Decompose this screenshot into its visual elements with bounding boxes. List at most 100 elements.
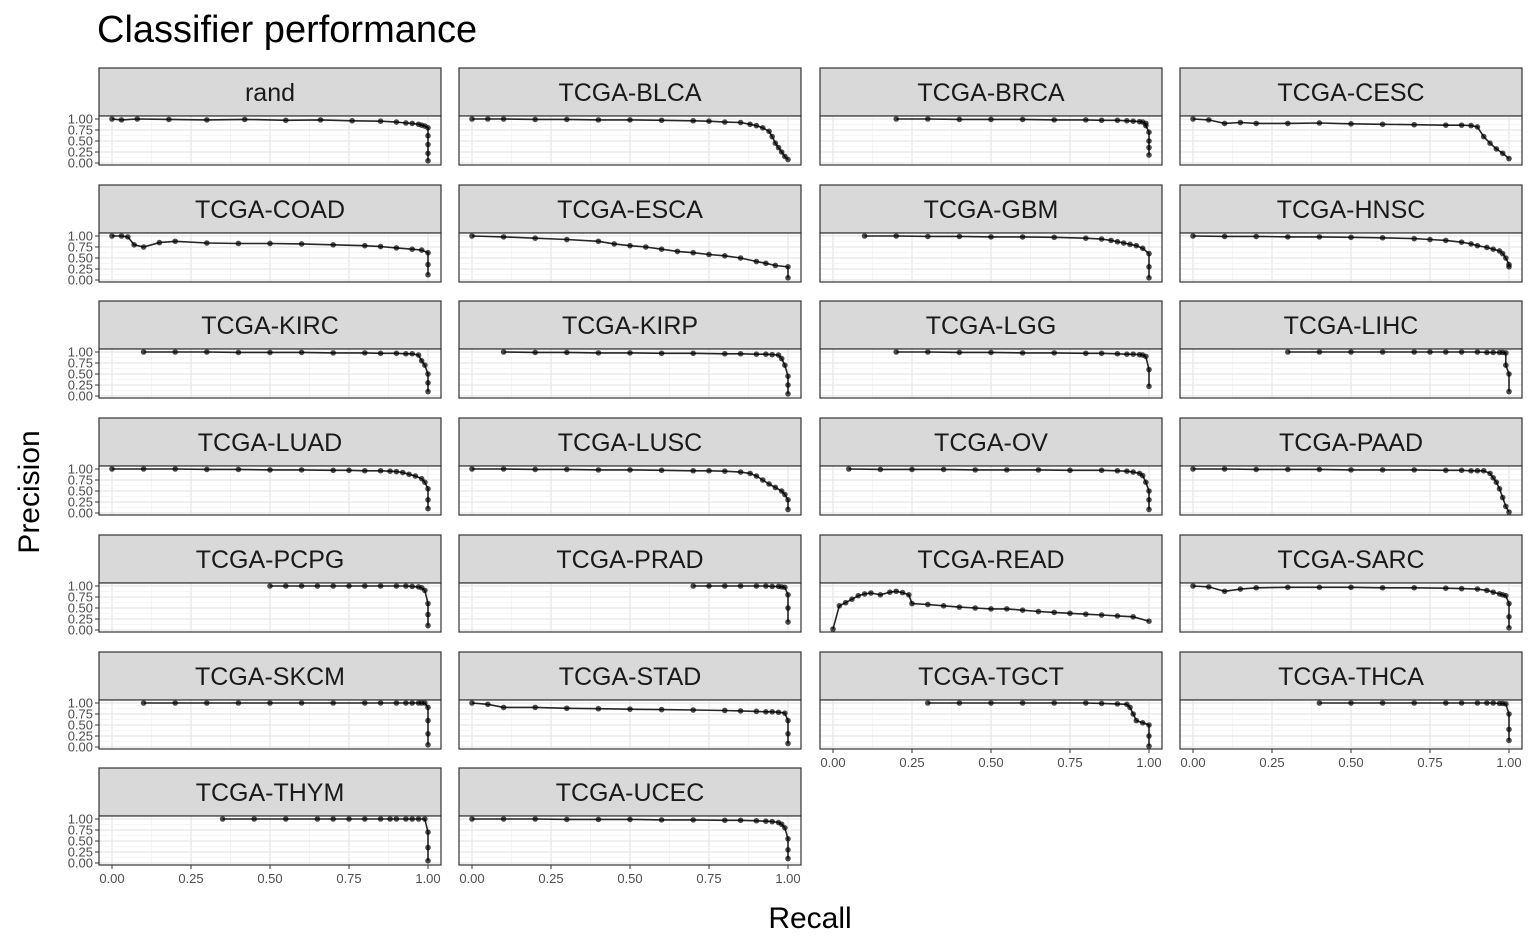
pr-point <box>1490 246 1496 252</box>
x-tick-label: 0.00 <box>1180 755 1205 770</box>
x-tick-label: 1.00 <box>1136 755 1161 770</box>
pr-point <box>785 847 791 853</box>
panel-border <box>458 115 802 166</box>
facet-strip <box>98 651 442 701</box>
pr-point <box>759 125 766 131</box>
y-tick-label: 1.00 <box>68 229 93 244</box>
pr-point <box>500 816 507 822</box>
pr-point <box>595 705 602 712</box>
pr-point <box>1503 350 1509 356</box>
pr-point <box>690 707 696 713</box>
pr-point <box>393 816 400 822</box>
facet-panel: TCGA-OV <box>819 417 1163 516</box>
pr-point <box>1114 613 1121 619</box>
facet-label: TCGA-LIHC <box>1284 312 1419 340</box>
pr-point <box>1206 584 1212 590</box>
pr-point <box>418 247 425 253</box>
pr-point <box>1146 722 1152 728</box>
pr-point <box>393 468 400 475</box>
pr-point <box>1146 618 1152 624</box>
pr-point <box>778 355 785 362</box>
facet-panel: TCGA-LGG <box>819 300 1163 399</box>
pr-point <box>393 700 400 706</box>
pr-point <box>925 700 931 706</box>
pr-point <box>861 591 868 597</box>
pr-point <box>1484 587 1490 594</box>
pr-point <box>1474 467 1481 474</box>
panel-border <box>1179 232 1523 283</box>
pr-point <box>1506 614 1512 620</box>
pr-point <box>925 349 931 355</box>
pr-point <box>778 149 785 155</box>
pr-point <box>425 158 431 164</box>
pr-point <box>314 816 321 822</box>
pr-point <box>690 817 696 823</box>
pr-point <box>1499 250 1506 257</box>
pr-point <box>1285 349 1291 355</box>
pr-point <box>425 249 431 256</box>
y-tick-label: 0.50 <box>68 601 93 616</box>
pr-point <box>172 700 178 706</box>
pr-point <box>1427 349 1433 355</box>
facet-label: rand <box>245 79 295 107</box>
facet-strip <box>98 184 442 234</box>
pr-point <box>1458 239 1465 245</box>
pr-point <box>706 467 712 474</box>
pr-point <box>330 467 337 474</box>
pr-point <box>1098 236 1105 242</box>
pr-point <box>1474 586 1481 592</box>
facet-label: TCGA-READ <box>917 546 1064 574</box>
pr-point <box>627 117 633 123</box>
pr-point <box>690 249 696 256</box>
pr-point <box>1051 117 1057 123</box>
pr-point <box>1348 121 1354 127</box>
pr-point <box>118 117 125 123</box>
pr-point <box>1506 625 1512 631</box>
pr-point <box>298 583 305 589</box>
pr-point <box>785 717 791 724</box>
pr-point <box>627 816 633 823</box>
facet-label: TCGA-THCA <box>1278 663 1424 691</box>
pr-point <box>988 116 994 123</box>
x-tick-label: 0.75 <box>1417 755 1442 770</box>
pr-point <box>469 116 475 122</box>
pr-point <box>469 816 475 822</box>
pr-point <box>766 481 772 487</box>
panel-border <box>458 348 802 399</box>
pr-point <box>1139 472 1146 479</box>
pr-point <box>1316 349 1323 355</box>
pr-point <box>782 825 788 831</box>
pr-point <box>1503 362 1509 369</box>
pr-point <box>1490 349 1496 356</box>
pr-point <box>1379 584 1386 591</box>
pr-point <box>940 603 947 609</box>
pr-point <box>109 116 115 122</box>
y-tick-label: 0.75 <box>68 123 93 138</box>
facet-label: TCGA-LUSC <box>558 429 702 457</box>
pr-point <box>267 240 273 247</box>
pr-point <box>564 116 570 123</box>
pr-point <box>118 233 125 239</box>
pr-point <box>1120 240 1127 246</box>
pr-point <box>595 238 602 245</box>
facet-panel: TCGA-COAD 0.000.250.500.751.00 <box>68 184 442 288</box>
pr-point <box>425 261 431 268</box>
pr-point <box>737 119 744 126</box>
pr-point <box>753 351 760 358</box>
y-tick-label: 0.50 <box>68 484 93 499</box>
panel-border <box>819 348 1163 399</box>
panel-border <box>458 699 802 750</box>
pr-point <box>1285 234 1291 240</box>
pr-point <box>722 468 728 475</box>
pr-point <box>1143 353 1149 360</box>
pr-point <box>1474 349 1481 355</box>
pr-point <box>737 255 744 261</box>
pr-point <box>877 466 884 473</box>
chart-title: Classifier performance <box>97 9 477 51</box>
facet-panel: TCGA-ESCA <box>458 184 802 283</box>
pr-point <box>204 466 210 473</box>
pr-point <box>409 350 416 357</box>
facet-label: TCGA-STAD <box>559 663 702 691</box>
pr-point <box>611 241 617 247</box>
pr-point <box>1458 349 1465 355</box>
